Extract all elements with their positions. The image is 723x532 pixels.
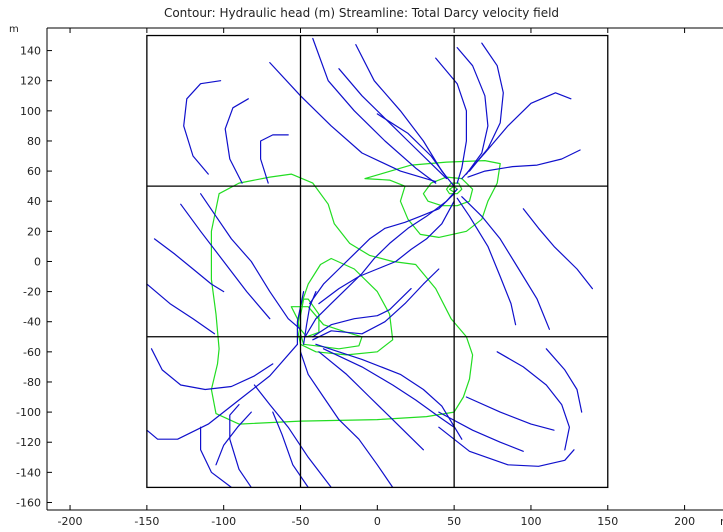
x-tick-label: 50 — [447, 515, 461, 528]
y-tick-label: -60 — [23, 346, 41, 359]
streamline — [200, 193, 302, 330]
streamline — [299, 351, 394, 488]
y-tick-label: 0 — [34, 255, 41, 268]
tick-labels: -200-150-100-50050100150200m140120100806… — [16, 45, 723, 528]
streamline — [304, 188, 458, 338]
x-tick-label: 200 — [674, 515, 695, 528]
contour-line — [296, 257, 394, 356]
streamline — [338, 68, 448, 180]
domain-frame — [146, 34, 609, 489]
streamline — [146, 283, 216, 335]
x-tick-label: 0 — [374, 515, 381, 528]
streamline — [461, 92, 572, 180]
x-tick-label: 100 — [520, 515, 541, 528]
y-tick-label: 20 — [27, 225, 41, 238]
x-tick-label: -50 — [292, 515, 310, 528]
x-unit-label: m — [720, 515, 723, 528]
y-unit-label: m — [9, 24, 19, 35]
y-tick-label: -140 — [16, 466, 41, 479]
streamline — [435, 57, 467, 184]
y-tick-label: -80 — [23, 376, 41, 389]
streamline — [322, 348, 455, 428]
y-tick-label: 120 — [20, 75, 41, 88]
streamline — [456, 46, 489, 175]
streamline — [467, 149, 581, 178]
streamline — [146, 343, 298, 440]
streamline — [260, 134, 289, 184]
streamline — [438, 411, 524, 452]
y-tick-label: 140 — [20, 45, 41, 58]
streamline — [461, 196, 551, 330]
y-tick-label: -160 — [16, 496, 41, 509]
x-tick-label: -100 — [211, 515, 236, 528]
contour-line — [210, 173, 474, 425]
streamline — [296, 291, 305, 345]
streamline — [315, 343, 463, 440]
streamline — [200, 426, 232, 488]
y-tick-label: 80 — [27, 135, 41, 148]
streamline — [229, 404, 252, 488]
streamline — [496, 351, 571, 451]
contour-line — [364, 160, 501, 238]
streamlines — [146, 37, 594, 488]
streamline — [318, 351, 424, 451]
y-tick-label: -20 — [23, 286, 41, 299]
streamline — [376, 113, 448, 178]
axes — [46, 27, 723, 511]
contour-line — [422, 176, 474, 207]
y-tick-label: -120 — [16, 436, 41, 449]
y-tick-label: 100 — [20, 105, 41, 118]
streamline — [309, 193, 455, 305]
streamline — [269, 61, 437, 183]
streamline — [522, 208, 594, 290]
x-tick-label: -200 — [58, 515, 83, 528]
streamline — [312, 268, 440, 341]
y-tick-label: 60 — [27, 165, 41, 178]
x-tick-label: 150 — [597, 515, 618, 528]
chart-title: Contour: Hydraulic head (m) Streamline: … — [163, 6, 560, 20]
streamline — [150, 348, 274, 391]
y-tick-label: -40 — [23, 316, 41, 329]
streamline — [253, 384, 332, 488]
streamline — [545, 348, 583, 413]
y-tick-label: 40 — [27, 195, 41, 208]
y-tick-label: -100 — [16, 406, 41, 419]
streamline — [183, 80, 222, 175]
streamline — [456, 197, 517, 326]
x-tick-label: -150 — [134, 515, 159, 528]
streamline — [438, 426, 575, 467]
domain-boundary — [146, 34, 609, 489]
streamline — [312, 288, 412, 338]
streamline — [153, 238, 225, 293]
streamline — [318, 200, 455, 305]
streamline — [312, 37, 437, 184]
streamline — [180, 203, 271, 320]
streamline — [215, 411, 252, 466]
streamline — [355, 43, 455, 187]
streamline — [465, 396, 555, 431]
streamline — [224, 98, 249, 184]
